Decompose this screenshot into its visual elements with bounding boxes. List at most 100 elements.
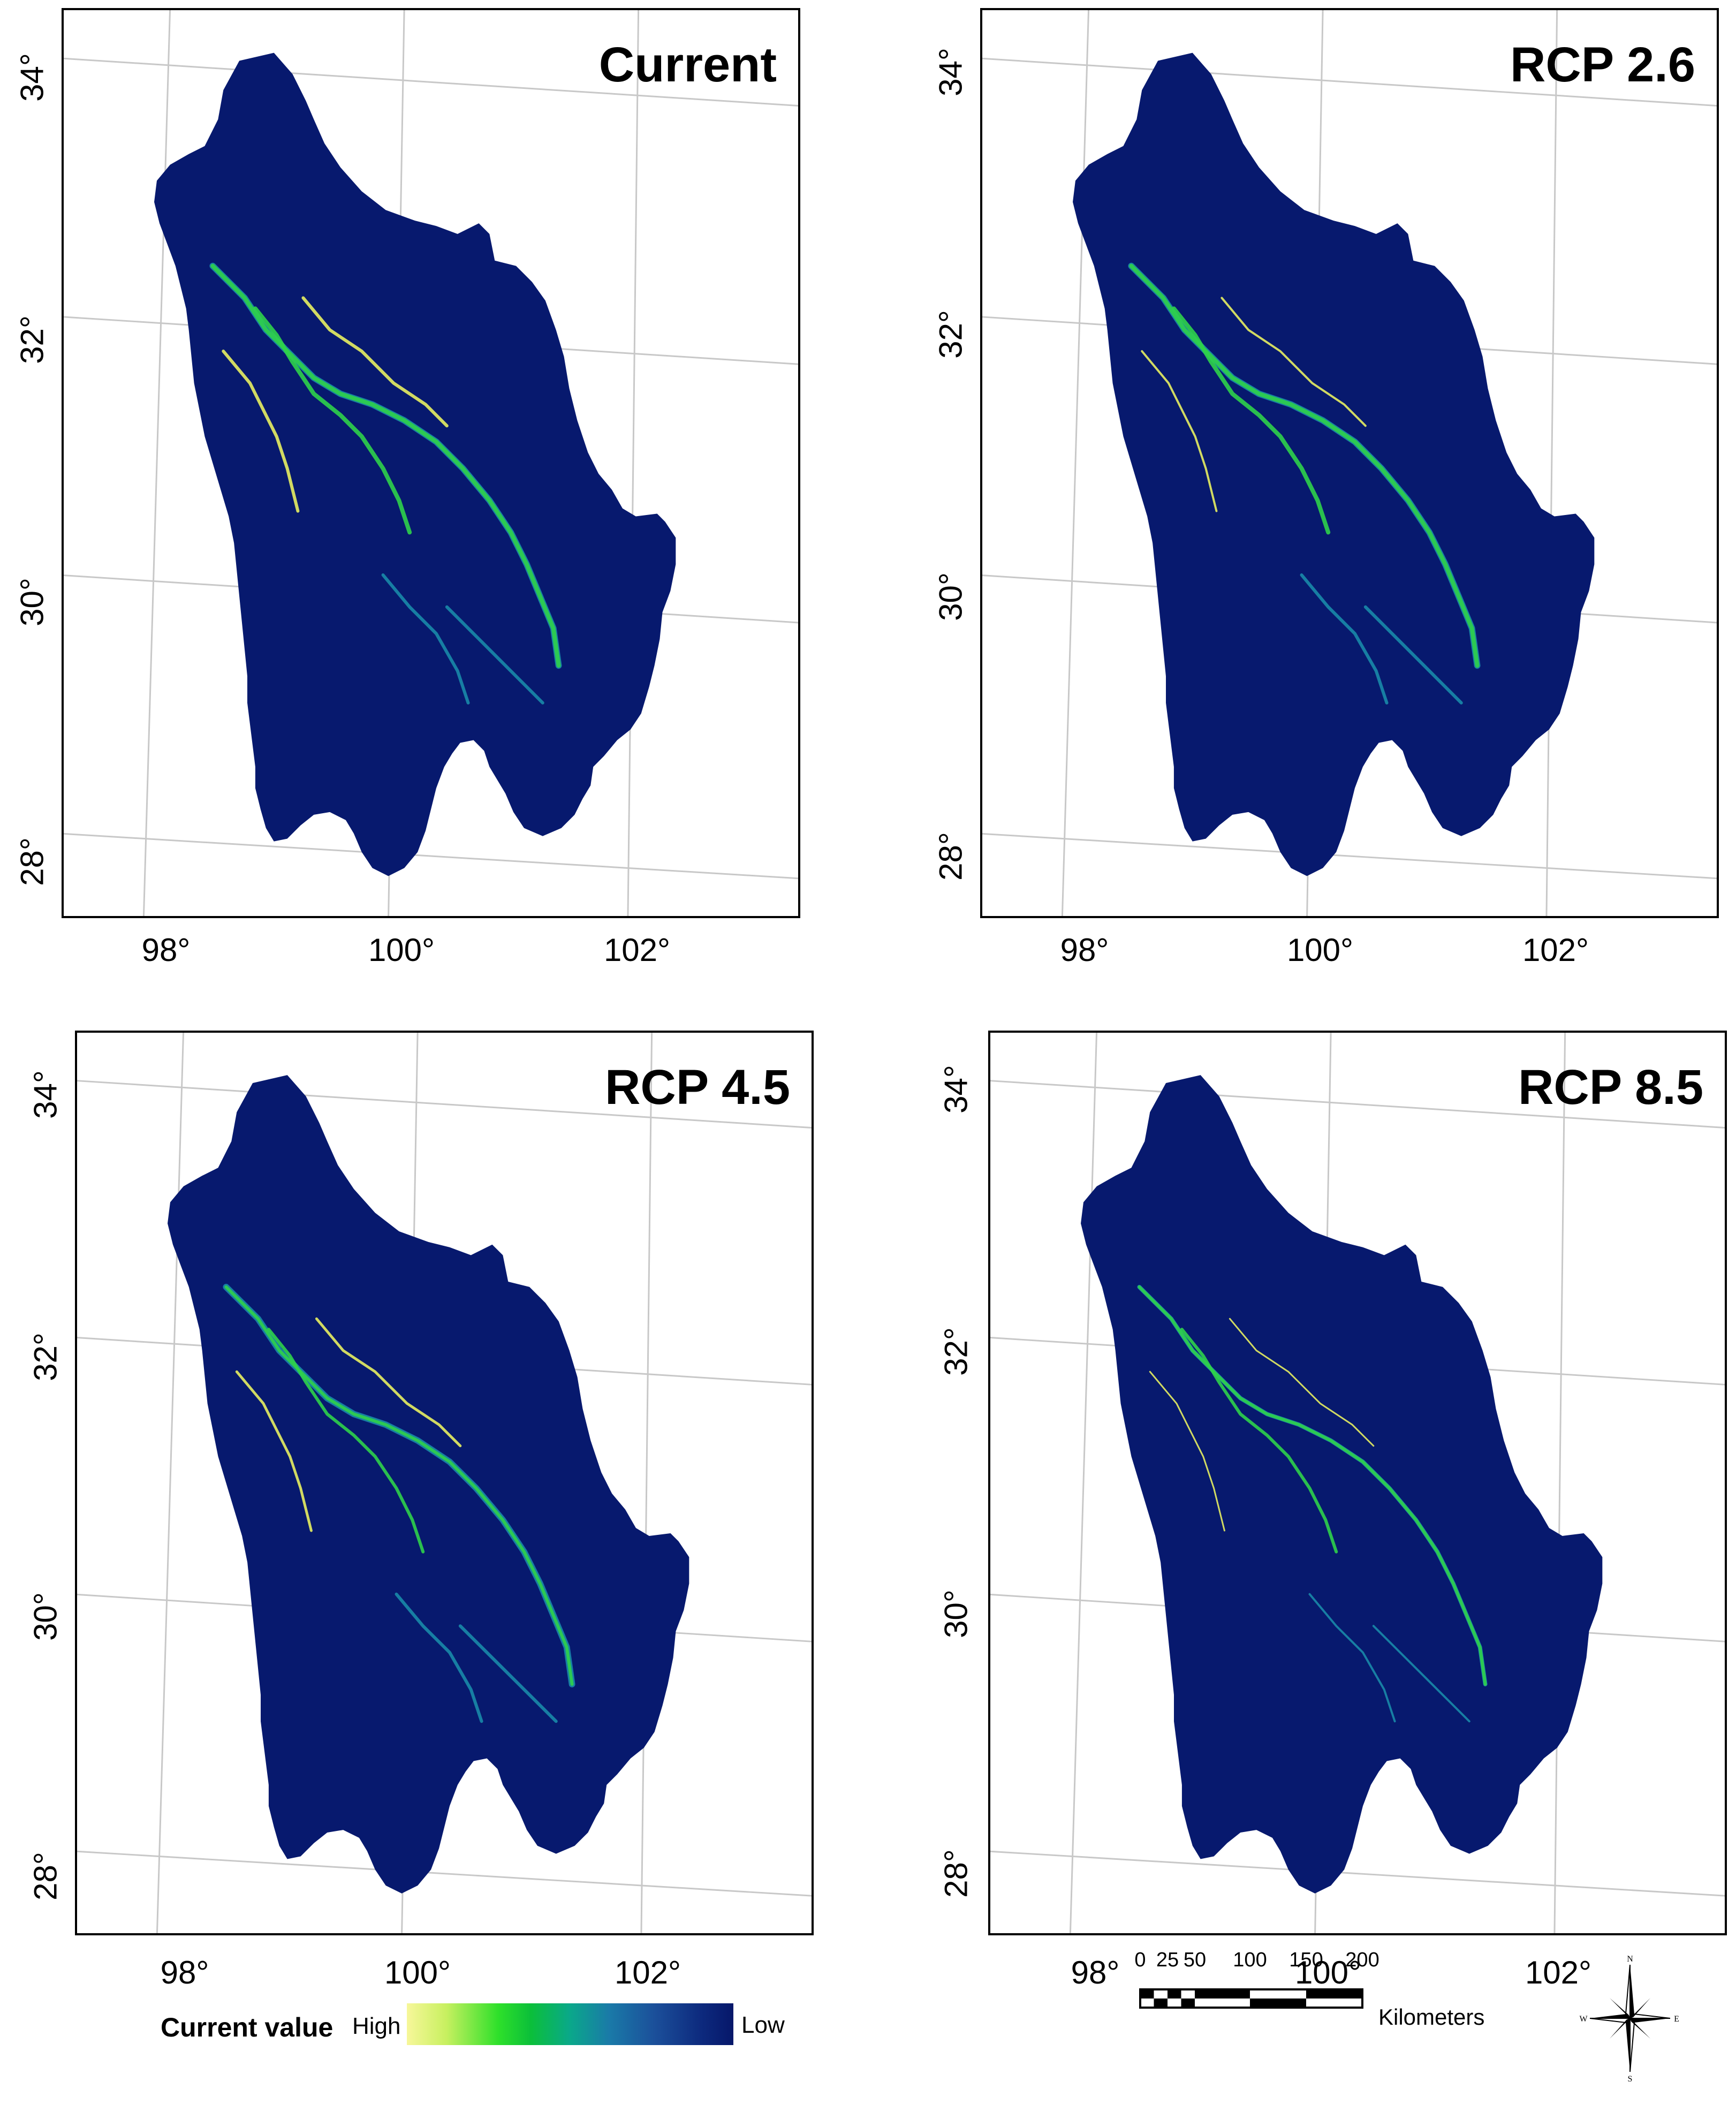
corridor-west — [235, 1370, 313, 1532]
corridor-southeast — [445, 605, 544, 705]
map-frame: Current — [62, 8, 800, 918]
lon-label-98: 98° — [1071, 1955, 1120, 1990]
graticule-line — [64, 832, 798, 880]
map-panel-rcp85: RCP 8.5 34° 32° 30° 28° 98° 100° 102° — [868, 1001, 1736, 1990]
study-region — [168, 1075, 689, 1894]
scale-unit-label: Kilometers — [1378, 2004, 1485, 2030]
corridor-north — [1220, 297, 1367, 427]
lat-label-28: 28° — [14, 837, 50, 886]
north-label: N — [1627, 1955, 1633, 1964]
corridor-secondary — [1180, 1328, 1338, 1554]
lat-label-30: 30° — [14, 578, 50, 626]
lat-label-34: 34° — [27, 1070, 64, 1119]
scale-bar: 0 25 50 100 150 200 Kilometers — [1134, 1949, 1510, 2056]
corridor-north — [315, 1317, 462, 1448]
lat-label-30: 30° — [27, 1592, 64, 1641]
south-label: S — [1628, 2075, 1633, 2083]
legend-title: Current value — [161, 2012, 333, 2042]
west-label: W — [1579, 2015, 1588, 2024]
lon-label-100: 100° — [368, 932, 435, 968]
corridor-south — [1308, 1593, 1396, 1723]
corridor-main-core — [224, 1285, 574, 1686]
map-canvas — [990, 1033, 1725, 1933]
corridor-main-core — [210, 263, 561, 668]
graticule-line — [77, 1850, 812, 1897]
graticule-line — [640, 1033, 653, 1933]
lat-label-34: 34° — [938, 1065, 974, 1114]
lat-label-28: 28° — [933, 832, 969, 881]
legend-high-label: High — [352, 2013, 401, 2039]
corridor-west — [222, 350, 300, 513]
scale-tick-label: 100 — [1233, 1949, 1267, 1971]
lon-label-98: 98° — [1060, 932, 1109, 968]
graticule-line — [990, 1850, 1725, 1897]
corridor-south — [395, 1592, 483, 1723]
scale-bar-graphic — [1139, 1988, 1363, 2009]
map-canvas — [64, 10, 798, 916]
lon-label-100: 100° — [384, 1955, 451, 1990]
graticule-line — [1545, 10, 1558, 916]
lat-label-32: 32° — [14, 315, 50, 364]
panel-title: RCP 2.6 — [1510, 37, 1695, 92]
corridor-west — [1149, 1371, 1225, 1532]
study-region — [1073, 52, 1595, 876]
east-label: E — [1674, 2015, 1679, 2024]
panel-title: RCP 4.5 — [604, 1060, 790, 1115]
scale-tick-label: 25 — [1156, 1949, 1179, 1971]
graticule-line — [77, 1080, 812, 1129]
graticule-line — [156, 1033, 185, 1933]
compass-rose-icon: N S E W — [1579, 1954, 1681, 2084]
map-frame: RCP 4.5 — [75, 1031, 814, 1935]
scale-tick-label: 200 — [1345, 1949, 1379, 1971]
lat-label-28: 28° — [938, 1849, 974, 1898]
lon-label-102: 102° — [603, 932, 671, 968]
study-region — [154, 52, 676, 876]
map-frame: RCP 8.5 — [988, 1031, 1727, 1935]
legend-color-ramp — [407, 2003, 733, 2045]
lat-label-34: 34° — [933, 48, 969, 96]
graticule-line — [142, 10, 171, 916]
corridor-north — [301, 296, 449, 428]
graticule-line — [982, 57, 1717, 107]
color-legend: Current value High Low — [161, 1992, 803, 2066]
map-canvas — [77, 1033, 812, 1933]
graticule-line — [64, 57, 798, 107]
corridor-southeast — [458, 1624, 558, 1723]
map-canvas — [982, 10, 1717, 916]
corridor-secondary — [253, 306, 412, 535]
panel-title: Current — [598, 37, 777, 92]
map-panel-rcp26: RCP 2.6 34° 32° 30° 28° 98° 100° 102° — [868, 0, 1736, 990]
lon-label-100: 100° — [1286, 932, 1354, 968]
lon-label-102: 102° — [1525, 1955, 1592, 1990]
corridor-main-core — [1138, 1285, 1487, 1686]
corridor-north — [1229, 1318, 1375, 1447]
lat-label-32: 32° — [933, 310, 969, 359]
lat-label-32: 32° — [938, 1327, 974, 1376]
graticule-line — [1061, 10, 1090, 916]
study-region — [1081, 1075, 1603, 1894]
scale-tick-label: 150 — [1289, 1949, 1323, 1971]
lat-label-28: 28° — [27, 1852, 64, 1901]
graticule-line — [982, 832, 1717, 880]
graticule-line — [627, 10, 640, 916]
corridor-southeast — [1372, 1625, 1470, 1723]
graticule-line — [1069, 1033, 1098, 1933]
legend-low-label: Low — [741, 2012, 785, 2038]
corridor-secondary — [1171, 306, 1331, 535]
corridor-south — [381, 573, 470, 705]
lat-label-32: 32° — [27, 1333, 64, 1381]
scale-tick-label: 0 — [1134, 1949, 1146, 1971]
scale-tick-label: 50 — [1183, 1949, 1207, 1971]
lon-label-100: 100° — [1294, 1955, 1362, 1990]
corridor-main-core — [1129, 263, 1480, 668]
lon-label-102: 102° — [1522, 932, 1589, 968]
lat-label-30: 30° — [933, 572, 969, 621]
corridor-secondary — [267, 1328, 425, 1554]
map-frame: RCP 2.6 — [980, 8, 1719, 918]
lat-label-30: 30° — [938, 1589, 974, 1638]
panel-title: RCP 8.5 — [1518, 1060, 1703, 1115]
graticule-line — [990, 1080, 1725, 1129]
corridor-southeast — [1363, 605, 1463, 705]
corridor-south — [1300, 573, 1389, 705]
graticule-line — [1553, 1033, 1566, 1933]
